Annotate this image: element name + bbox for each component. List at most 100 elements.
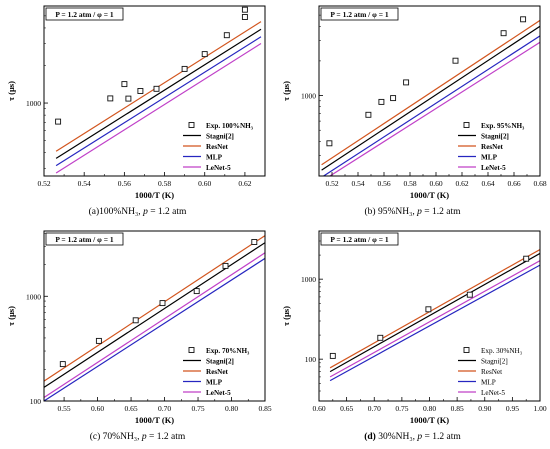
legend-item: LeNet-5 (183, 389, 231, 397)
x-tick-label: 0.52 (37, 179, 50, 188)
legend-item: MLP (458, 379, 496, 387)
chart-d: 0.60 0.65 0.70 0.75 0.80 0.85 0.90 0.95 1.001000… (281, 230, 547, 425)
y-axis: 100 1000 (301, 230, 323, 402)
x-tick-label: 0.65 (124, 404, 137, 413)
legend-label: MLP (481, 379, 496, 387)
series-line-mlp (322, 35, 540, 176)
legend-item: Stagni[2] (458, 358, 508, 366)
series-line-mlp (44, 257, 265, 401)
caption-rest: = 1.2 atm (422, 432, 461, 442)
data-point (95, 337, 102, 344)
x-tick-label: 0.80 (423, 404, 436, 413)
series-line-lenet-5 (44, 252, 265, 399)
data-point (201, 51, 208, 58)
x-tick-label: 0.62 (455, 179, 468, 188)
legend-label: ResNet (481, 368, 502, 376)
plot-frame (318, 5, 541, 177)
data-point (466, 291, 473, 298)
data-point (132, 317, 139, 324)
data-point (193, 288, 200, 295)
data-point (125, 95, 132, 102)
x-axis-label: 1000/T (K) (410, 190, 449, 200)
y-tick-label: 100 (305, 355, 317, 364)
experimental-points (55, 6, 248, 125)
chart-panel-b: 0.52 0.54 0.56 0.58 0.60 0.62 0.64 0.66 0.68 1000… (275, 0, 550, 224)
y-axis-label: τ (μs) (6, 306, 16, 326)
condition-box: P = 1.2 atm / φ = 1 (45, 7, 124, 21)
data-point (137, 88, 144, 94)
caption-rest: = 1.2 atm (147, 207, 187, 217)
legend-label: LeNet-5 (206, 164, 231, 172)
caption-pressure-var: p (141, 432, 147, 442)
y-tick-label: 1000 (301, 275, 316, 284)
data-point (329, 352, 336, 359)
chart-c: 0.55 0.60 0.65 0.70 0.75 0.80 0.85 1000/T (K) 10… (6, 230, 272, 425)
data-point (520, 16, 527, 23)
data-point (222, 262, 229, 269)
series-line-stagni-2- (329, 252, 540, 373)
legend-item: LeNet-5 (183, 164, 231, 172)
legend-marker (463, 122, 470, 128)
x-tick-label: 0.66 (507, 179, 520, 188)
y-tick-label: 1000 (26, 99, 41, 108)
chart-a: 0.52 0.54 0.56 0.58 0.60 0.62 1000/T (K) 1000 τ … (6, 5, 266, 200)
data-point (500, 30, 507, 37)
plot-frame (43, 230, 266, 402)
data-point (378, 98, 385, 105)
x-tick-label: 0.58 (158, 179, 171, 188)
legend-item: ResNet (183, 143, 229, 151)
legend-item: MLP (183, 379, 223, 387)
legend-label: ResNet (206, 368, 229, 376)
y-axis-label: τ (μs) (281, 306, 291, 326)
data-point (153, 85, 160, 92)
series-line-mlp (329, 264, 540, 382)
series-line-lenet-5 (55, 42, 262, 174)
condition-box: P = 1.2 atm / φ = 1 (45, 232, 124, 246)
data-point (425, 306, 432, 313)
y-tick-label: 1000 (301, 92, 316, 101)
caption-pressure-var: p (417, 432, 423, 442)
x-tick-label: 0.68 (533, 179, 546, 188)
plot-area (44, 235, 265, 401)
y-axis: 1000 (26, 5, 48, 169)
x-tick-label: 0.52 (325, 179, 338, 188)
legend-label: LeNet-5 (481, 389, 505, 397)
legend-item: MLP (458, 154, 498, 162)
legend-item: Exp. 100%NH₃ (188, 122, 253, 130)
legend-item: ResNet (458, 143, 504, 151)
y-axis-label: τ (μs) (281, 81, 291, 101)
condition-box: P = 1.2 atm / φ = 1 (320, 7, 399, 21)
caption-b: (b) 95%NH₃, p = 1.2 atm (275, 207, 550, 217)
plot-area (321, 16, 540, 176)
data-point (181, 65, 188, 72)
x-tick-label: 0.64 (481, 179, 494, 188)
y-axis: 1000 (301, 5, 323, 177)
data-point (241, 6, 248, 13)
x-tick-label: 0.56 (377, 179, 390, 188)
x-tick-label: 0.60 (91, 404, 104, 413)
series-line-resnet (321, 19, 540, 166)
data-point (107, 95, 114, 102)
x-tick-label: 0.95 (506, 404, 519, 413)
x-axis-label: 1000/T (K) (135, 190, 174, 200)
legend: Exp. 30%NH₃ Stagni[2] ResNet MLP LeNet-5 (458, 347, 523, 397)
plot-area (329, 248, 540, 382)
legend-label: ResNet (206, 143, 229, 151)
legend-marker (188, 122, 195, 128)
legend-label: MLP (206, 379, 223, 387)
series-lines (55, 21, 262, 174)
series-line-stagni-2- (321, 25, 540, 171)
data-point (326, 140, 333, 147)
x-tick-label: 0.56 (118, 179, 131, 188)
y-axis-label: τ (μs) (6, 81, 16, 101)
caption-tag: (d) (364, 432, 376, 442)
legend-item: LeNet-5 (458, 164, 506, 172)
legend-item: ResNet (458, 368, 502, 376)
x-tick-label: 0.54 (78, 179, 91, 188)
x-tick-label: 0.75 (191, 404, 204, 413)
chart-b: 0.52 0.54 0.56 0.58 0.60 0.62 0.64 0.66 0.68 1000… (281, 5, 547, 200)
legend-label: MLP (481, 154, 498, 162)
legend-label: LeNet-5 (206, 389, 231, 397)
x-tick-label: 0.65 (340, 404, 353, 413)
x-tick-label: 0.90 (478, 404, 491, 413)
